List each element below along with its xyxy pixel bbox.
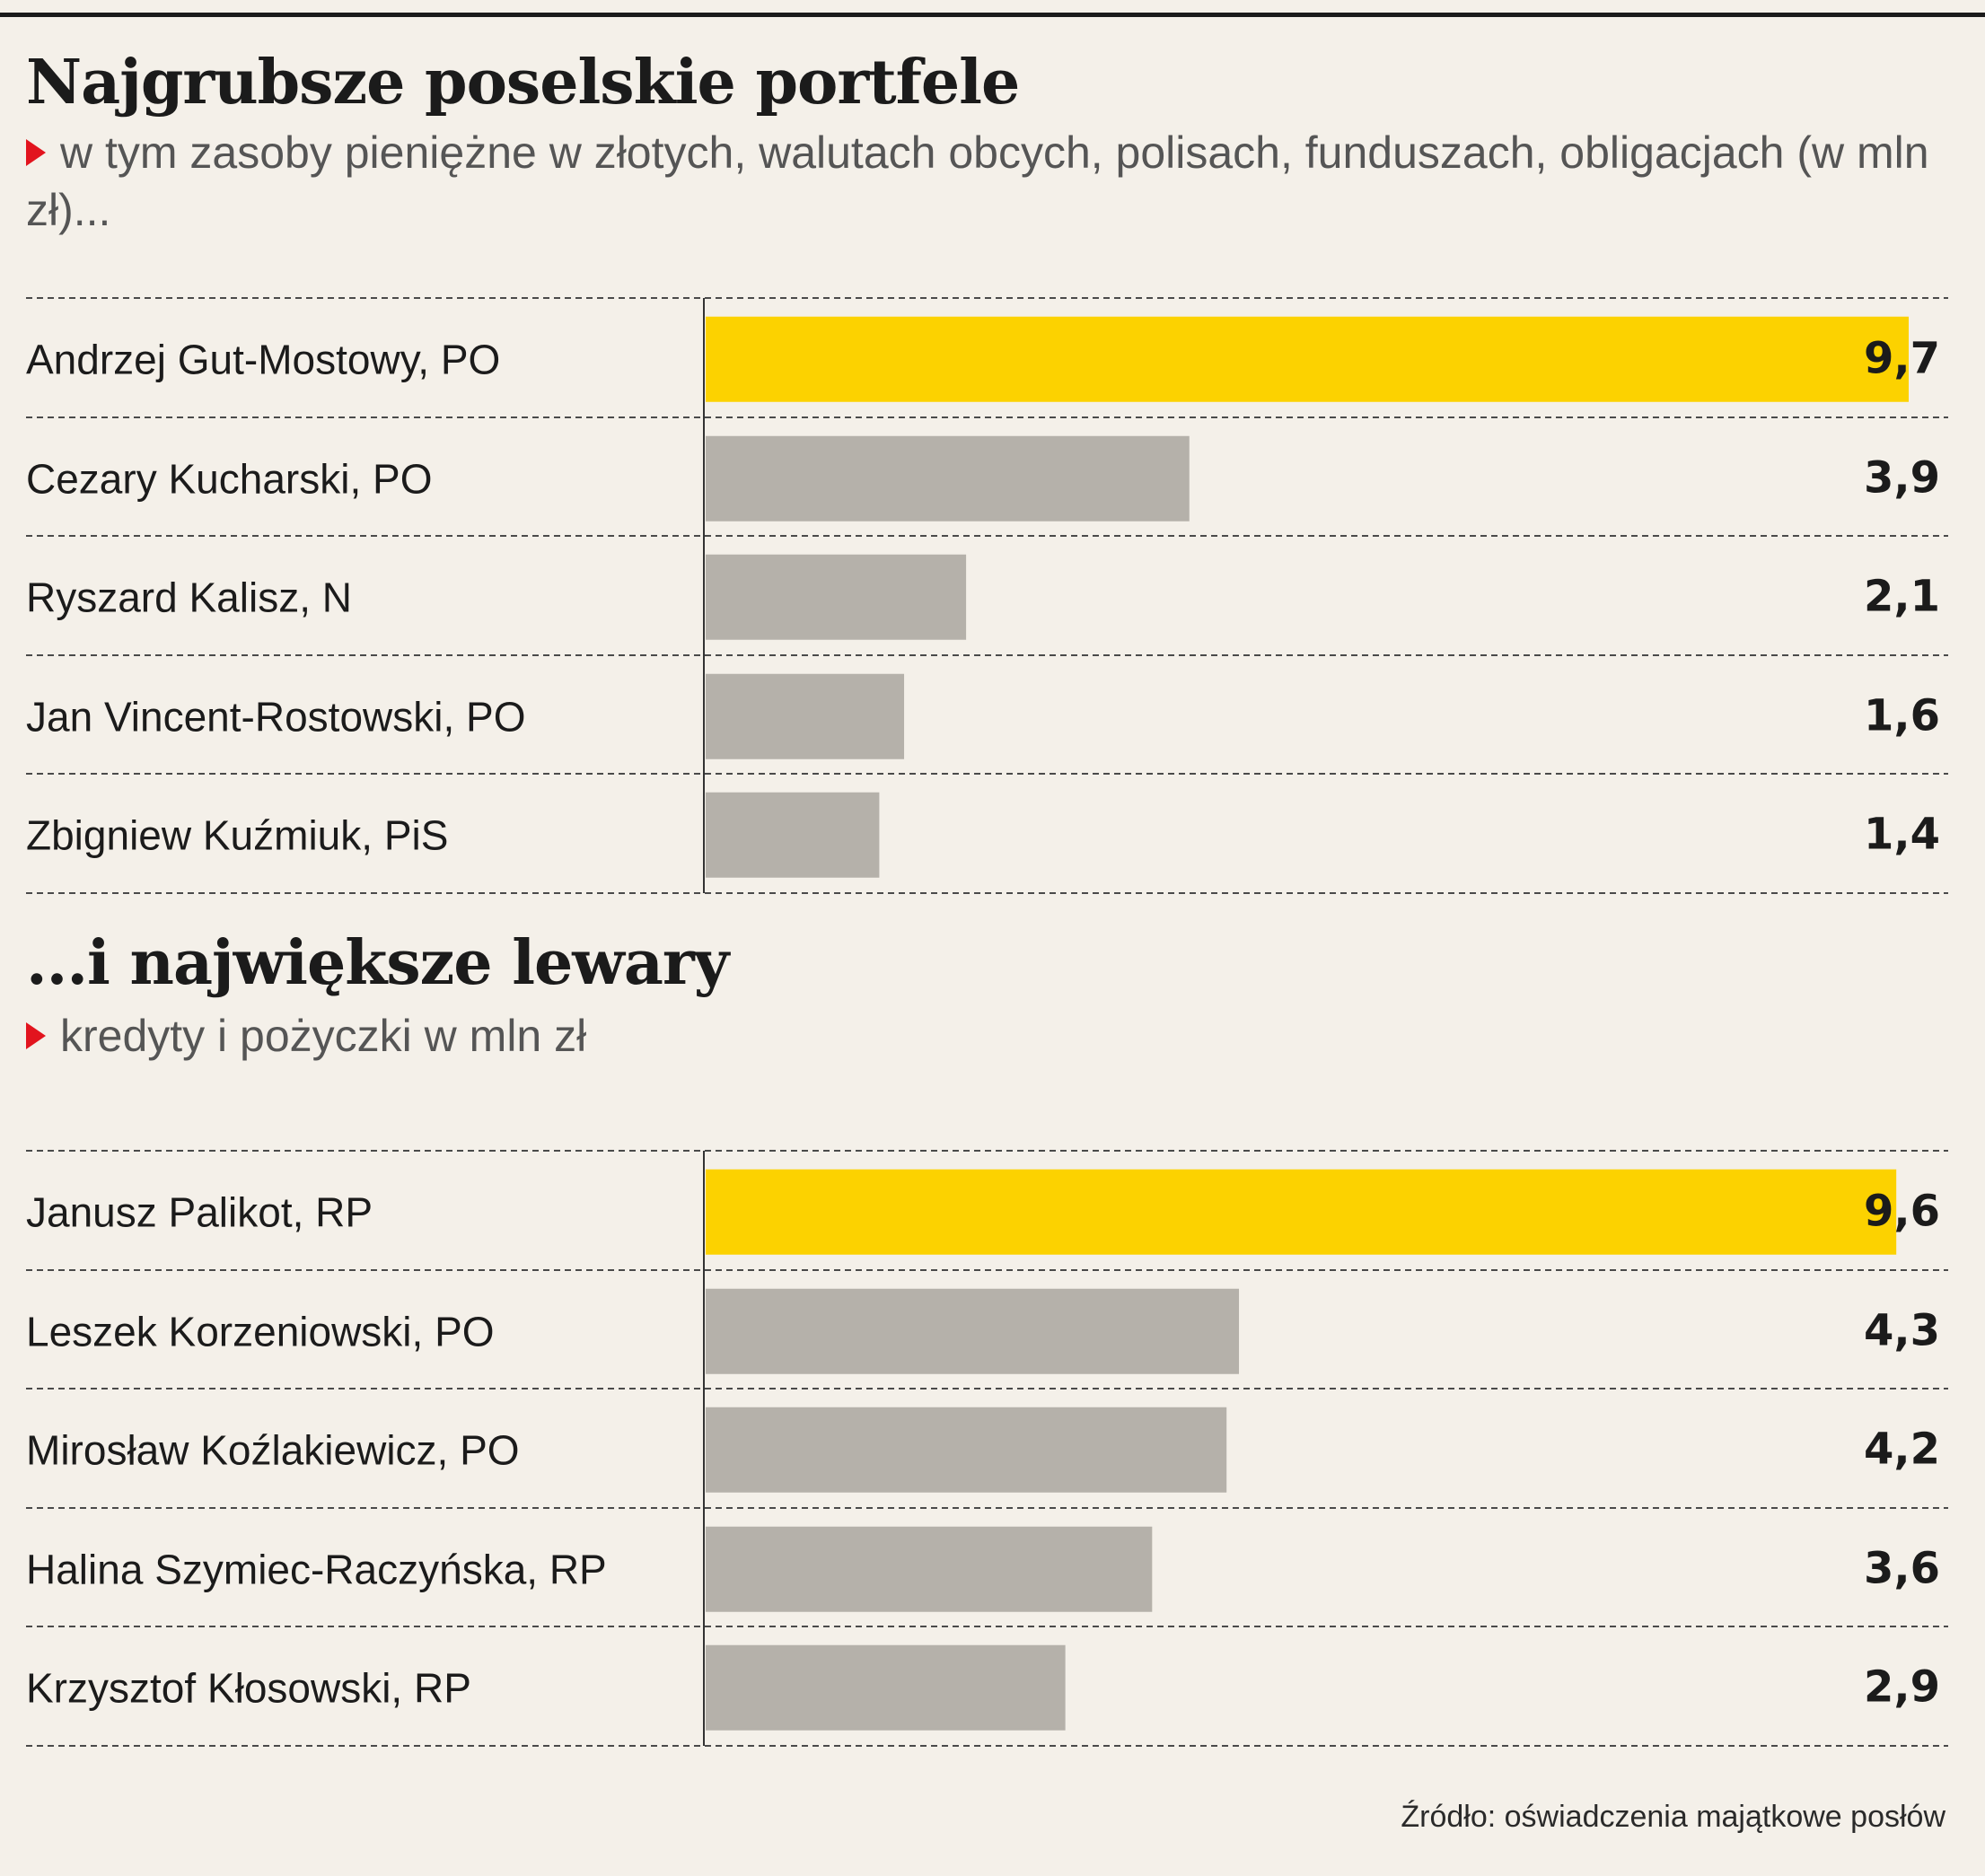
chart1-bar-chart: Andrzej Gut-Mostowy, PO 9,7 Cezary Kuchars… <box>26 297 1948 894</box>
value-label: 3,9 <box>1864 452 1940 503</box>
bar <box>706 554 967 640</box>
chart2-subtitle: kredyty i pożyczki w mln zł <box>26 1007 1956 1065</box>
category-label: Ryszard Kalisz, N <box>26 574 352 620</box>
chart2-subtitle-text: kredyty i pożyczki w mln zł <box>60 1011 587 1061</box>
category-label: Leszek Korzeniowski, PO <box>26 1308 495 1354</box>
bar <box>706 1288 1240 1374</box>
value-label: 3,6 <box>1864 1543 1940 1593</box>
value-label: 4,3 <box>1864 1305 1940 1355</box>
value-label: 2,9 <box>1864 1661 1940 1712</box>
bar <box>706 435 1190 522</box>
chart1-subtitle-text: w tym zasoby pieniężne w złotych, waluta… <box>26 127 1929 235</box>
value-label: 9,7 <box>1864 333 1940 383</box>
bar <box>706 1526 1153 1612</box>
triangle-marker-icon <box>26 139 46 166</box>
bar <box>706 792 880 878</box>
value-label: 1,4 <box>1864 809 1940 859</box>
value-label: 1,6 <box>1864 690 1940 741</box>
value-label: 4,2 <box>1864 1424 1940 1474</box>
category-label: Zbigniew Kuźmiuk, PiS <box>26 811 448 858</box>
category-label: Jan Vincent-Rostowski, PO <box>26 693 526 740</box>
bar <box>706 1644 1066 1731</box>
category-label: Cezary Kucharski, PO <box>26 455 432 502</box>
category-label: Andrzej Gut-Mostowy, PO <box>26 336 500 382</box>
chart2-title: ...i największe lewary <box>26 927 729 999</box>
bar <box>706 316 1909 402</box>
category-label: Halina Szymiec-Raczyńska, RP <box>26 1546 607 1592</box>
source-note: Źródło: oświadczenia majątkowe posłów <box>1401 1800 1945 1834</box>
top-rule <box>0 13 1985 17</box>
bar <box>706 673 905 759</box>
category-label: Krzysztof Kłosowski, RP <box>26 1664 471 1711</box>
bar <box>706 1169 1897 1255</box>
triangle-marker-icon <box>26 1022 46 1049</box>
chart2-bar-chart: Janusz Palikot, RP 9,6 Leszek Korzeniowski… <box>26 1150 1948 1747</box>
chart1-title: Najgrubsze poselskie portfele <box>26 47 1020 118</box>
value-label: 9,6 <box>1864 1186 1940 1236</box>
category-label: Janusz Palikot, RP <box>26 1188 373 1235</box>
bar <box>706 1407 1227 1493</box>
value-label: 2,1 <box>1864 571 1940 621</box>
category-label: Mirosław Koźlakiewicz, PO <box>26 1426 520 1473</box>
chart1-subtitle: w tym zasoby pieniężne w złotych, waluta… <box>26 124 1956 239</box>
